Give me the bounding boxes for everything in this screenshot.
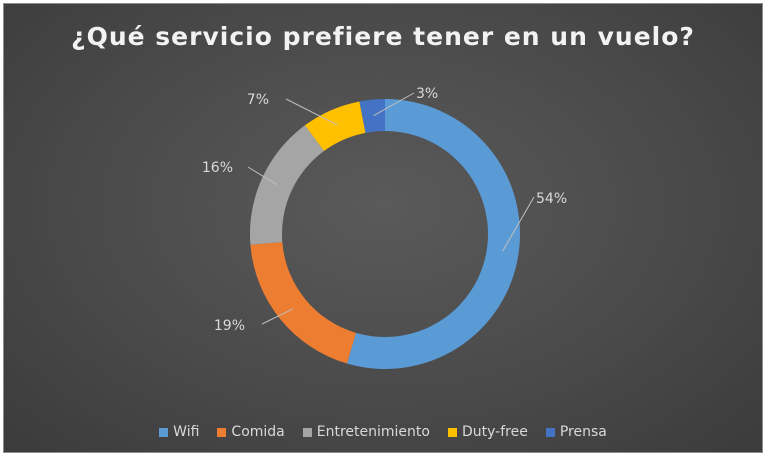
legend-item-comida: Comida	[217, 424, 285, 440]
legend-swatch	[302, 427, 312, 437]
data-label-entretenimiento: 16%	[202, 160, 233, 176]
legend: Wifi Comida Entretenimiento Duty-free Prensa	[4, 424, 762, 440]
leader-line-comida	[261, 308, 293, 325]
data-label-duty-free: 7%	[247, 92, 269, 108]
leader-line-prensa	[373, 92, 415, 116]
legend-label: Prensa	[559, 424, 607, 440]
legend-label: Duty-free	[461, 424, 528, 440]
legend-swatch	[447, 427, 457, 437]
data-label-prensa: 3%	[416, 86, 438, 102]
legend-label: Comida	[231, 424, 285, 440]
legend-item-entretenimiento: Entretenimiento	[302, 424, 430, 440]
data-label-comida: 19%	[214, 318, 245, 334]
legend-label: Wifi	[173, 424, 200, 440]
legend-swatch	[159, 427, 169, 437]
legend-swatch	[217, 427, 227, 437]
legend-item-wifi: Wifi	[159, 424, 199, 440]
chart-frame: ¿Qué servicio prefiere tener en un vuelo…	[3, 3, 763, 453]
legend-item-prensa: Prensa	[545, 424, 607, 440]
slice-duty-free	[304, 101, 366, 152]
donut-chart: 54% 19% 16% 7% 3%	[202, 86, 567, 369]
legend-swatch	[545, 427, 555, 437]
leader-line-wifi	[502, 196, 535, 252]
chart-title: ¿Qué servicio prefiere tener en un vuelo…	[71, 22, 695, 51]
leader-line-duty-free	[285, 98, 338, 126]
slice-entretenimiento	[250, 125, 324, 245]
legend-label: Entretenimiento	[316, 424, 430, 440]
legend-item-duty-free: Duty-free	[447, 424, 528, 440]
data-label-wifi: 54%	[536, 191, 567, 207]
slice-comida	[250, 242, 356, 364]
slice-wifi	[346, 99, 520, 369]
leader-line-entretenimiento	[247, 166, 278, 185]
slice-prensa	[359, 99, 385, 133]
